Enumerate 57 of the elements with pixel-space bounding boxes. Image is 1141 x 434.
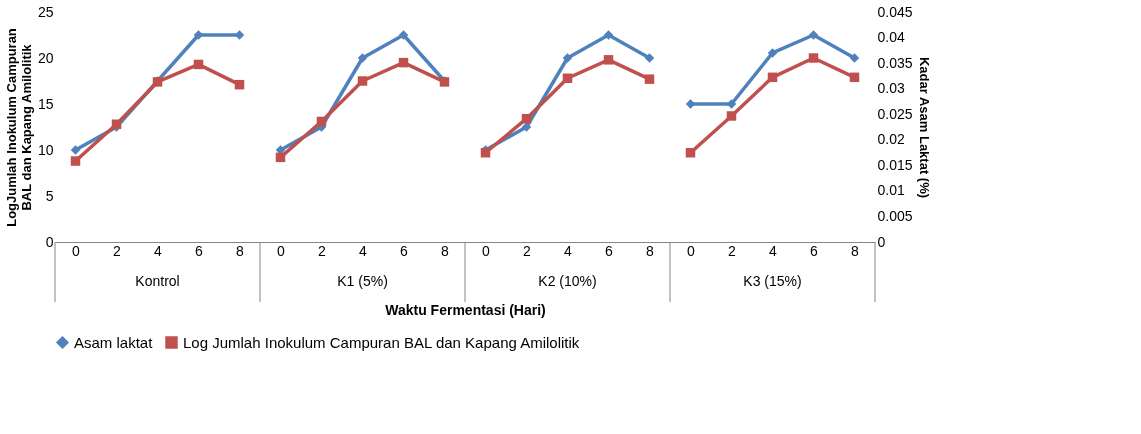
point (398, 30, 409, 40)
x-tick-label: 8 (851, 242, 860, 259)
x-tick-label: 4 (154, 242, 163, 259)
y2-tick-label: 0.005 (877, 207, 913, 224)
x-tick-label: 2 (318, 242, 327, 259)
x-tick-label: 0 (687, 242, 696, 259)
point (849, 53, 860, 63)
x-tick-label: 8 (236, 242, 245, 259)
y2-axis-title: Kadar Asam Laktat (%) (916, 56, 932, 199)
y2-tick-label: 0.035 (877, 54, 913, 71)
x-tick-label: 4 (564, 242, 573, 259)
point (808, 30, 819, 40)
text: K3 (15%) (743, 273, 802, 289)
text: Kontrol (135, 273, 180, 289)
text: K1 (5%) (337, 273, 388, 289)
y2-tick-label: 0.03 (877, 80, 905, 97)
point (603, 30, 614, 40)
x-tick-label: 6 (605, 242, 614, 259)
x-axis-title: Waktu Fermentasi (Hari) (385, 301, 546, 318)
x-tick-label: 6 (810, 242, 819, 259)
point (808, 53, 819, 63)
x-tick-label: 4 (769, 242, 778, 259)
y2-tick-label: 0.045 (877, 3, 913, 20)
y-tick-label: 20 (37, 49, 54, 66)
x-tick-label: 6 (195, 242, 204, 259)
x-tick-label: 4 (359, 242, 368, 259)
y-tick-label: 25 (37, 3, 54, 20)
x-tick-label: 0 (277, 242, 286, 259)
point (767, 48, 778, 58)
x-tick-label: 2 (113, 242, 122, 259)
point (849, 72, 860, 83)
x-tick-label: 0 (482, 242, 491, 259)
point (193, 59, 204, 70)
x-tick-label: 2 (523, 242, 532, 259)
y-tick-label: 15 (37, 95, 54, 112)
point (70, 145, 81, 155)
x-tick-label: 0 (72, 242, 81, 259)
x-tick-label: 8 (441, 242, 450, 259)
text: K2 (10%) (538, 273, 597, 289)
legend-label: Log Jumlah Inokulum Campuran BAL dan Kapang Amilolitik (183, 333, 580, 351)
point (234, 79, 245, 90)
y-tick-label: 5 (45, 187, 54, 204)
x-tick-label: 8 (646, 242, 655, 259)
x-tick-label: 2 (728, 242, 737, 259)
y2-tick-label: 0.01 (877, 182, 905, 199)
point (767, 72, 778, 83)
y2-tick-label: 0.025 (877, 105, 913, 122)
point (726, 111, 737, 121)
y2-tick-label: 0.04 (877, 29, 905, 46)
point (70, 156, 81, 166)
y2-tick-label: 0.02 (877, 131, 905, 148)
y2-tick-label: 0.015 (877, 156, 913, 173)
y-axis-title: LogJumlah Inokulum Campuran BAL dan Kapang Amilolitik (3, 28, 34, 227)
x-tick-label: 6 (400, 242, 409, 259)
point (685, 148, 696, 158)
legend-label: Asam laktat (74, 333, 154, 351)
y-tick-label: 10 (37, 141, 54, 158)
